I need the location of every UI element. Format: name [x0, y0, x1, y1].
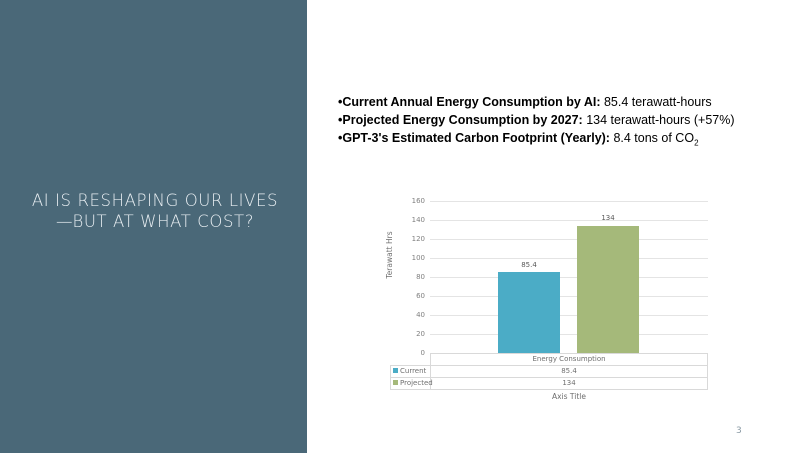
bullet-bold: •Projected Energy Consumption by 2027: — [338, 113, 583, 127]
table-border — [707, 353, 708, 390]
gridline — [430, 296, 708, 297]
bullet-bold: •GPT-3's Estimated Carbon Footprint (Yea… — [338, 131, 610, 145]
x-axis-title: Axis Title — [551, 392, 587, 401]
y-tick: 120 — [411, 235, 425, 243]
data-label-current: 85.4 — [521, 261, 537, 269]
table-border — [390, 365, 391, 390]
bullet-bold: •Current Annual Energy Consumption by AI… — [338, 95, 601, 109]
y-tick: 80 — [416, 273, 425, 281]
y-tick: 140 — [411, 216, 425, 224]
table-value-projected: 134 — [562, 379, 576, 387]
legend-swatch-current — [393, 368, 398, 373]
bullet-list: •Current Annual Energy Consumption by AI… — [338, 93, 735, 153]
gridline — [430, 277, 708, 278]
table-border — [430, 353, 431, 390]
table-border — [430, 353, 708, 354]
gridline — [430, 315, 708, 316]
data-label-projected: 134 — [601, 214, 615, 222]
legend-label: Projected — [400, 379, 433, 387]
subscript: 2 — [694, 138, 699, 148]
y-tick: 20 — [416, 330, 425, 338]
gridline — [430, 334, 708, 335]
y-axis-title: Terawatt Hrs — [385, 231, 394, 279]
y-tick: 100 — [411, 254, 425, 262]
page-number: 3 — [736, 426, 742, 436]
bullet-text: 85.4 terawatt-hours — [600, 95, 712, 109]
gridline — [430, 201, 708, 202]
table-value-current: 85.4 — [561, 367, 577, 375]
bullet-text: 8.4 tons of CO — [609, 131, 695, 145]
y-tick: 160 — [411, 197, 425, 205]
bullet-carbon-footprint: •GPT-3's Estimated Carbon Footprint (Yea… — [338, 129, 735, 153]
y-tick: 40 — [416, 311, 425, 319]
legend-label: Current — [400, 367, 427, 375]
bar-projected — [577, 226, 639, 353]
y-tick: 0 — [420, 349, 425, 357]
gridline — [430, 220, 708, 221]
gridline — [430, 258, 708, 259]
legend-current: Current — [393, 367, 426, 375]
bar-current — [498, 272, 560, 353]
left-title-panel: AI IS RESHAPING OUR LIVES—BUT AT WHAT CO… — [0, 0, 307, 453]
table-border — [390, 389, 708, 390]
bullet-projected-consumption: •Projected Energy Consumption by 2027: 1… — [338, 111, 735, 129]
table-border — [390, 365, 708, 366]
table-header: Energy Consumption — [532, 355, 606, 363]
bullet-text: 134 terawatt-hours (+57%) — [582, 113, 735, 127]
legend-swatch-projected — [393, 380, 398, 385]
legend-projected: Projected — [393, 379, 433, 387]
table-border — [390, 377, 708, 378]
y-tick: 60 — [416, 292, 425, 300]
bullet-current-consumption: •Current Annual Energy Consumption by AI… — [338, 93, 735, 111]
gridline — [430, 239, 708, 240]
slide-title: AI IS RESHAPING OUR LIVES—BUT AT WHAT CO… — [31, 191, 279, 231]
